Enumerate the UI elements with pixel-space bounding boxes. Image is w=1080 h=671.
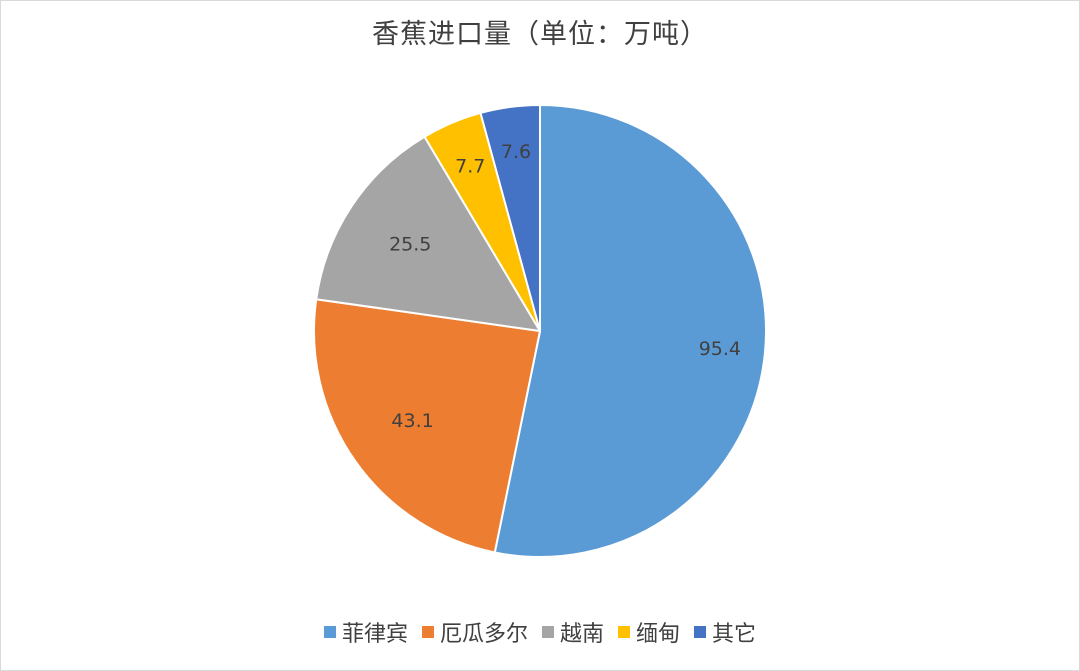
pie-slices xyxy=(313,104,767,558)
legend-item-others: 其它 xyxy=(694,616,756,648)
pie-slice-ecuador xyxy=(313,298,541,554)
legend-item-myanmar: 缅甸 xyxy=(618,616,680,648)
legend-label-vietnam: 越南 xyxy=(559,622,604,647)
legend-swatch-ecuador xyxy=(421,626,434,638)
chart-title: 香蕉进口量（单位：万吨） xyxy=(372,19,708,50)
legend-label-ecuador: 厄瓜多尔 xyxy=(439,622,528,647)
legend-label-myanmar: 缅甸 xyxy=(636,622,681,647)
pie-labels: 95.4 43.1 25.5 7.7 7.6 xyxy=(389,141,741,432)
pie-slice-philippines xyxy=(493,104,767,558)
legend-item-vietnam: 越南 xyxy=(541,616,604,648)
legend-label-philippines: 菲律宾 xyxy=(341,622,408,647)
data-label-philippines: 95.4 xyxy=(699,338,741,360)
data-label-vietnam: 25.5 xyxy=(389,234,431,256)
legend-swatch-others xyxy=(694,626,707,638)
data-label-myanmar: 7.7 xyxy=(455,156,485,178)
data-label-ecuador: 43.1 xyxy=(391,410,433,432)
legend: 菲律宾 厄瓜多尔 越南 缅甸 其它 xyxy=(0,616,1080,648)
legend-item-philippines: 菲律宾 xyxy=(323,616,408,648)
legend-item-ecuador: 厄瓜多尔 xyxy=(421,616,528,648)
pie-slice-others xyxy=(479,104,541,332)
legend-swatch-philippines xyxy=(323,626,336,638)
legend-swatch-vietnam xyxy=(541,626,554,638)
legend-label-others: 其它 xyxy=(712,622,757,647)
legend-swatch-myanmar xyxy=(618,626,630,638)
pie-slice-vietnam xyxy=(315,135,541,332)
data-label-others: 7.6 xyxy=(501,141,531,163)
